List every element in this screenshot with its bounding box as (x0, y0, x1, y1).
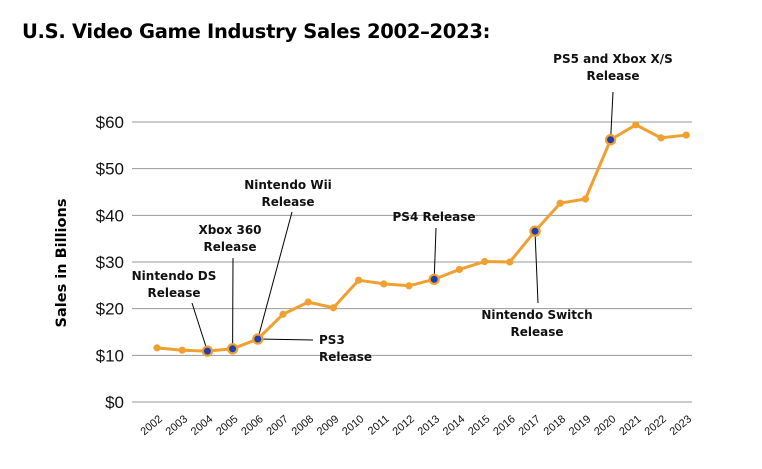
data-point (506, 258, 514, 266)
annotation-leader (610, 91, 614, 140)
data-point (355, 276, 363, 284)
annotation-line: Release (147, 286, 200, 300)
annotation-label: Nintendo Wii Release (244, 178, 332, 209)
x-tick-label: 2022 (642, 413, 668, 438)
y-axis-label: Sales in Billions (54, 199, 70, 328)
data-point (657, 134, 665, 142)
y-tick-label: $30 (96, 253, 124, 272)
x-tick-label: 2008 (290, 413, 316, 438)
chart-title: U.S. Video Game Industry Sales 2002–2023… (22, 20, 491, 43)
gridlines (132, 121, 692, 403)
x-tick-label: 2012 (390, 413, 416, 438)
data-point (329, 304, 337, 312)
annotation-leader (534, 231, 539, 304)
data-point (405, 282, 413, 290)
annotation-line: Nintendo Switch (481, 308, 592, 322)
annotation-line: Release (203, 240, 256, 254)
y-tick-label: $20 (96, 300, 124, 319)
highlighted-data-point (428, 273, 440, 285)
data-point (304, 298, 312, 306)
x-tick-label: 2010 (340, 413, 366, 438)
data-point (581, 195, 590, 203)
data-point (556, 199, 564, 207)
data-point (682, 131, 690, 139)
highlighted-data-point (252, 333, 264, 345)
x-tick-label: 2018 (542, 413, 568, 438)
data-point (481, 257, 489, 266)
y-tick-label: $50 (96, 160, 124, 179)
annotation-leaders (191, 91, 614, 352)
x-tick-label: 2002 (138, 413, 164, 438)
annotation-label: Xbox 360 Release (198, 223, 261, 254)
annotation-line: Release (261, 195, 314, 209)
annotation-leader (257, 338, 314, 341)
x-tick-label: 2004 (189, 413, 215, 438)
series-line (156, 123, 687, 353)
x-tick-label: 2017 (516, 413, 542, 438)
x-tick-label: 2006 (239, 413, 265, 438)
annotation-label: PS4 Release (393, 210, 476, 224)
annotation-line: PS5 and Xbox X/S (553, 52, 673, 66)
annotation-line: PS4 Release (393, 210, 476, 224)
x-tick-label: 2019 (567, 413, 593, 438)
x-tick-label: 2015 (466, 413, 492, 438)
highlighted-data-point (604, 134, 617, 146)
highlighted-data-point (201, 345, 214, 357)
annotation-line: Release (319, 350, 372, 364)
x-tick-label: 2021 (617, 413, 643, 438)
x-tick-label: 2020 (592, 413, 618, 438)
data-points (153, 121, 690, 357)
y-tick-label: $40 (96, 206, 124, 225)
data-point (632, 121, 640, 129)
annotation-line: Nintendo Wii (244, 178, 332, 192)
annotation-line: Release (510, 325, 563, 339)
y-tick-label: $0 (105, 393, 124, 412)
data-point (279, 310, 287, 318)
annotation-label: Nintendo DS Release (132, 269, 217, 300)
y-tick-label: $10 (96, 346, 124, 365)
annotation-leader (257, 211, 293, 340)
x-tick-label: 2005 (214, 413, 240, 438)
highlighted-data-point (226, 343, 239, 355)
data-point (380, 280, 388, 288)
annotation-leader (433, 227, 437, 280)
annotation-label: PS3 Release (319, 333, 372, 364)
annotation-label: Nintendo Switch Release (481, 308, 592, 339)
x-tick-label: 2014 (441, 413, 467, 438)
annotation-leader (191, 302, 208, 352)
annotation-line: Nintendo DS (132, 269, 217, 283)
annotation-line: Release (586, 69, 639, 83)
highlighted-data-point (529, 225, 541, 237)
annotation-line: Xbox 360 (198, 223, 261, 237)
x-tick-label: 2007 (264, 413, 290, 438)
x-tick-label: 2023 (668, 413, 694, 438)
data-point (153, 344, 161, 352)
annotation-label: PS5 and Xbox X/S Release (553, 52, 673, 83)
x-tick-label: 2013 (416, 413, 442, 438)
x-tick-label: 2009 (315, 413, 341, 438)
annotation-line: PS3 (319, 333, 345, 347)
x-tick-label: 2003 (164, 413, 190, 438)
y-tick-label: $60 (96, 113, 124, 132)
x-tick-label: 2011 (366, 413, 392, 437)
y-axis-ticks: $0 $10 $20 $30 $40 $50 $60 (96, 113, 124, 412)
x-tick-label: 2016 (491, 413, 517, 438)
data-point (178, 346, 186, 354)
data-point (455, 265, 463, 274)
